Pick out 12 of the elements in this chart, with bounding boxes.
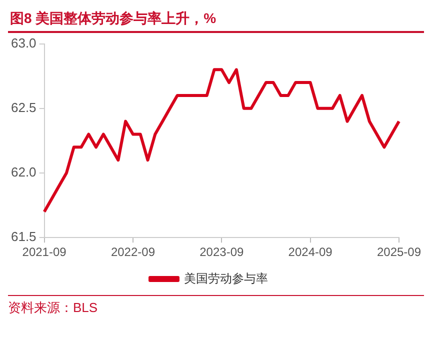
text: 资料来源：BLS: [8, 299, 99, 317]
legend-label: 美国劳动参与率: [184, 271, 268, 286]
y-tick-label: 61.5: [10, 229, 36, 244]
x-tick-label: 2021-09: [22, 245, 67, 260]
y-tick-label: 62.5: [10, 100, 36, 115]
chart-title: 图8 美国整体劳动参与率上升，%: [8, 8, 424, 33]
y-tick-label: 62.0: [10, 164, 36, 180]
x-tick-label: 2025-09: [376, 245, 422, 260]
x-tick-label: 2022-09: [110, 245, 156, 260]
x-tick-label: 2023-09: [200, 245, 244, 260]
x-tick-label: 2024-09: [288, 245, 333, 260]
y-tick-label: 63.0: [10, 35, 36, 50]
